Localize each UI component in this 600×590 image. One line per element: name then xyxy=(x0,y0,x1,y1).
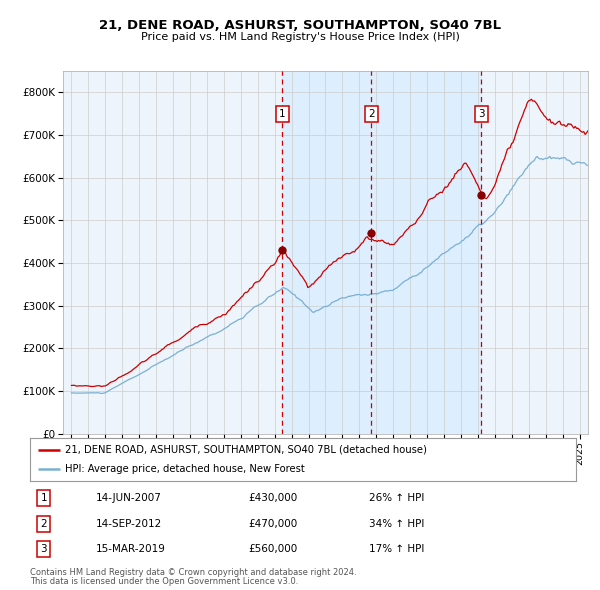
Text: 21, DENE ROAD, ASHURST, SOUTHAMPTON, SO40 7BL: 21, DENE ROAD, ASHURST, SOUTHAMPTON, SO4… xyxy=(99,19,501,32)
Text: £560,000: £560,000 xyxy=(248,544,298,554)
Text: 14-JUN-2007: 14-JUN-2007 xyxy=(95,493,161,503)
Text: 21, DENE ROAD, ASHURST, SOUTHAMPTON, SO40 7BL (detached house): 21, DENE ROAD, ASHURST, SOUTHAMPTON, SO4… xyxy=(65,445,427,455)
Text: 2: 2 xyxy=(40,519,47,529)
Text: 26% ↑ HPI: 26% ↑ HPI xyxy=(368,493,424,503)
Text: 2: 2 xyxy=(368,109,375,119)
Text: 3: 3 xyxy=(40,544,47,554)
Text: £430,000: £430,000 xyxy=(248,493,298,503)
Text: 14-SEP-2012: 14-SEP-2012 xyxy=(95,519,162,529)
Text: This data is licensed under the Open Government Licence v3.0.: This data is licensed under the Open Gov… xyxy=(30,577,298,586)
Text: Price paid vs. HM Land Registry's House Price Index (HPI): Price paid vs. HM Land Registry's House … xyxy=(140,32,460,42)
Text: 17% ↑ HPI: 17% ↑ HPI xyxy=(368,544,424,554)
Text: 1: 1 xyxy=(40,493,47,503)
Text: 1: 1 xyxy=(279,109,286,119)
Bar xyxy=(283,71,481,434)
Text: 3: 3 xyxy=(478,109,485,119)
Text: Contains HM Land Registry data © Crown copyright and database right 2024.: Contains HM Land Registry data © Crown c… xyxy=(30,568,356,576)
Text: 15-MAR-2019: 15-MAR-2019 xyxy=(95,544,166,554)
Text: 34% ↑ HPI: 34% ↑ HPI xyxy=(368,519,424,529)
Text: £470,000: £470,000 xyxy=(248,519,298,529)
Text: HPI: Average price, detached house, New Forest: HPI: Average price, detached house, New … xyxy=(65,464,305,474)
